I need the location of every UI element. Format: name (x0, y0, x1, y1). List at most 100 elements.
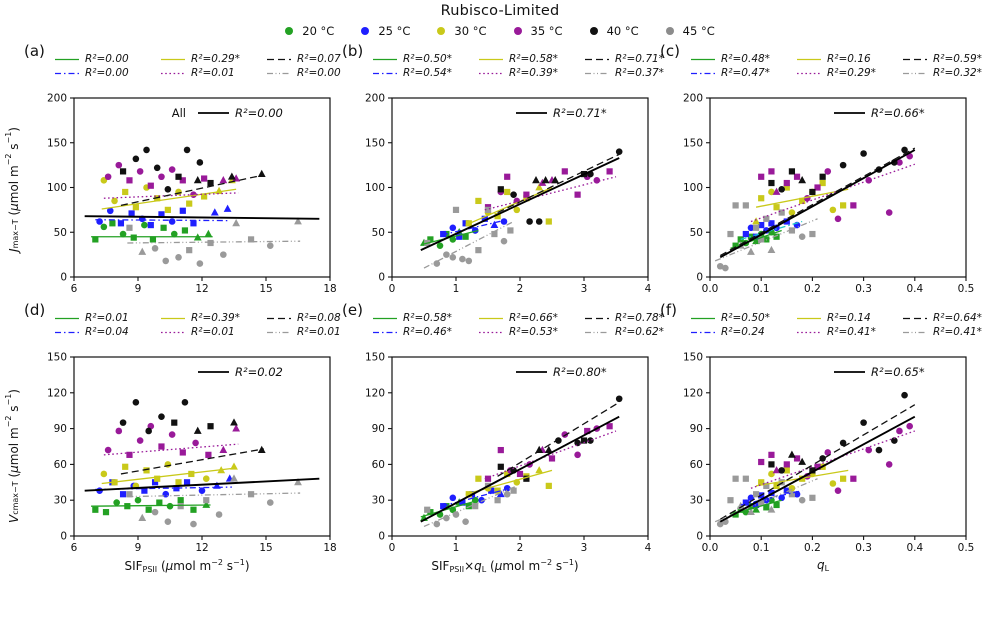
data-point (798, 176, 807, 184)
data-point (732, 475, 739, 482)
data-point (475, 197, 482, 205)
data-point (204, 229, 213, 237)
data-point (788, 168, 796, 175)
data-point (132, 204, 139, 211)
panel-row-2: Vcmax−T (μmol m−2 s−1) (d) R²=0.01 R²=0.39*… (0, 299, 1000, 574)
r2-value: R²=0.58* (403, 312, 452, 324)
series-40C (119, 146, 266, 193)
y-tick-label: 90 (54, 423, 67, 435)
r2-legend-entry-30C: R²=0.66* (478, 312, 584, 324)
regression-line-25C (95, 219, 230, 222)
regression-line-40C (719, 147, 916, 257)
data-point (230, 474, 238, 482)
data-point (716, 520, 724, 528)
data-point (606, 423, 613, 430)
data-point (593, 177, 601, 184)
data-point (885, 209, 893, 216)
panel-letter: (c) (660, 42, 680, 60)
regression-line-20C (91, 504, 211, 507)
r2-line-swatch-45C (585, 331, 609, 333)
inner-legend-r2: R²=0.66* (871, 106, 925, 120)
r2-legend-entry-35C: R²=0.41* (796, 326, 902, 338)
data-point (158, 443, 165, 450)
r2-line-swatch-25C (55, 331, 79, 333)
x-tick-label: 15 (259, 542, 272, 554)
r2-line-swatch-30C (797, 58, 821, 60)
data-point (526, 218, 533, 225)
x-tick-label: 15 (259, 283, 272, 295)
r2-line-swatch-20C (373, 58, 397, 60)
regression-line-40C (120, 174, 265, 207)
data-point (192, 439, 199, 447)
data-point (202, 475, 210, 483)
data-point (145, 427, 152, 435)
data-point (615, 148, 623, 155)
regression-line-20C (420, 499, 479, 518)
data-point (778, 467, 785, 474)
data-point (198, 487, 206, 494)
r2-value: R²=0.29* (827, 67, 876, 79)
data-point (768, 220, 775, 227)
temperature-legend-entry: 45 °C (665, 24, 715, 38)
y-tick-label: 120 (683, 387, 703, 399)
data-point (115, 161, 123, 169)
y-tick-label: 0 (378, 531, 385, 543)
inner-legend-prefix: All (172, 106, 186, 120)
r2-line-swatch-30C (479, 58, 503, 60)
temperature-dot-icon (285, 27, 294, 35)
temperature-label: 35 °C (530, 24, 563, 38)
data-point (504, 188, 511, 196)
data-point (171, 419, 178, 426)
data-point (126, 451, 133, 458)
regression-line-all (420, 415, 620, 523)
data-point (136, 168, 144, 175)
x-tick-label: 0.0 (702, 283, 719, 295)
data-point (207, 239, 214, 247)
data-point (814, 184, 821, 191)
x-tick-label: 0 (389, 542, 396, 554)
data-point (732, 202, 739, 209)
data-point (860, 419, 867, 426)
data-point (247, 236, 255, 243)
plot-f: 0.0 0.1 0.2 0.3 0.4 0.5 0 30 60 90 120 150 R²=0.65* (683, 352, 974, 555)
data-point (783, 467, 790, 474)
data-point (219, 445, 228, 453)
regression-line-30C (755, 188, 849, 208)
data-point (875, 446, 883, 454)
temperature-legend-entry: 30 °C (437, 24, 487, 38)
data-point (183, 479, 191, 486)
data-point (834, 487, 842, 494)
data-point (727, 230, 734, 238)
y-tick-label: 150 (47, 352, 67, 364)
r2-legend-entry-20C: R²=0.58* (372, 312, 478, 324)
regression-line-35C (103, 192, 239, 199)
data-point (819, 179, 826, 187)
data-point (535, 445, 544, 453)
data-point (747, 247, 755, 255)
r2-line-swatch-25C (691, 72, 715, 74)
data-point (732, 511, 739, 518)
series-40C (768, 391, 908, 474)
data-point (166, 502, 174, 510)
y-axis-label: Vcmax−T (μmol m−2 s−1) (3, 389, 21, 524)
series-40C (768, 146, 908, 196)
data-point (190, 520, 197, 528)
data-point (544, 445, 553, 453)
data-point (138, 247, 147, 255)
data-point (768, 461, 775, 468)
plot-e: 0 1 2 3 4 0 30 60 90 120 150 R²=0.80* (365, 352, 652, 555)
regression-line-45C (423, 485, 518, 528)
data-point (494, 487, 501, 494)
y-tick-label: 90 (372, 423, 385, 435)
data-point (829, 480, 837, 487)
data-point (164, 518, 172, 525)
x-tick-label: 9 (135, 283, 142, 295)
data-point (247, 491, 255, 498)
r2-value: R²=0.14 (827, 312, 871, 324)
regression-line-45C (127, 240, 301, 244)
data-point (773, 501, 780, 509)
r2-value: R²=0.46* (403, 326, 452, 338)
data-point (475, 475, 482, 482)
r2-line-swatch-30C (161, 58, 185, 60)
